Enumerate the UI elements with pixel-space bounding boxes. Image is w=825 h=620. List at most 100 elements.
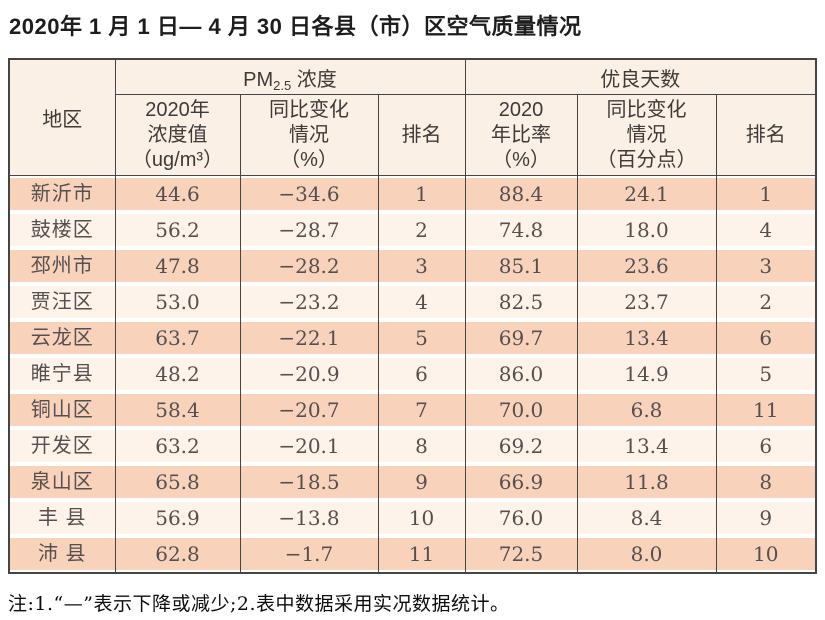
pm-value-cell: 53.0 (114, 284, 241, 320)
good-rank-header-label: 排名 (745, 123, 786, 146)
page-title: 2020年 1 月 1 日— 4 月 30 日各县（市）区空气质量情况 (9, 14, 582, 39)
pm-change-cell: −34.6 (239, 175, 379, 212)
footnote: 注:1.“—”表示下降或减少;2.表中数据采用实况数据统计。 (8, 593, 510, 615)
good-ratio-cell: 82.5 (464, 284, 578, 320)
region-cell: 邳州市 (8, 248, 116, 284)
pm-rank-cell: 4 (377, 284, 466, 320)
good-ratio-header-line1: 2020 (498, 98, 544, 121)
pm-rank-cell: 9 (377, 464, 466, 500)
good-ratio-cell: 69.7 (464, 320, 578, 356)
pm25-label-suffix: 浓度 (291, 68, 337, 91)
table-row: 沛 县 62.8 −1.7 11 72.5 8.0 10 (8, 536, 817, 573)
pm-change-cell: −1.7 (239, 536, 379, 573)
region-cell: 铜山区 (8, 392, 116, 428)
good-ratio-cell: 72.5 (464, 536, 578, 573)
pm-change-cell: −20.7 (239, 392, 379, 428)
pm-change-cell: −20.9 (239, 356, 379, 392)
air-quality-table: 地区 PM2.5 浓度 优良天数 2020年 浓度值 （ug/m³） 同比变化 … (8, 58, 818, 574)
good-change-header-line1: 同比变化 (606, 98, 687, 121)
good-change-cell: 23.7 (576, 284, 717, 320)
table-row: 贾汪区 53.0 −23.2 4 82.5 23.7 2 (8, 284, 817, 320)
pm-change-header-line3: （%） (280, 148, 338, 171)
good-change-header: 同比变化 情况 （百分点） (576, 94, 717, 176)
good-change-cell: 11.8 (576, 464, 717, 500)
pm-value-cell: 62.8 (114, 536, 241, 573)
good-rank-cell: 11 (715, 392, 817, 428)
good-rank-cell: 8 (715, 464, 817, 500)
pm-value-header-line3: （ug/m³） (131, 148, 224, 171)
good-ratio-cell: 74.8 (464, 212, 578, 248)
header-group-row: 地区 PM2.5 浓度 优良天数 (8, 58, 817, 176)
good-rank-cell: 5 (715, 356, 817, 392)
good-rank-cell: 3 (715, 248, 817, 284)
good-rank-cell: 10 (715, 536, 817, 573)
pm-rank-cell: 11 (377, 536, 466, 573)
good-days-label: 优良天数 (600, 68, 681, 91)
region-cell: 新沂市 (8, 175, 116, 212)
region-cell: 泉山区 (8, 464, 116, 500)
good-change-cell: 8.4 (576, 500, 717, 536)
good-rank-cell: 6 (715, 320, 817, 356)
good-ratio-header-line2: 年比率 (491, 123, 551, 146)
pm-value-cell: 56.9 (114, 500, 241, 536)
pm-change-cell: −13.8 (239, 500, 379, 536)
region-header-label: 地区 (42, 109, 83, 131)
pm-change-cell: −18.5 (239, 464, 379, 500)
region-cell: 贾汪区 (8, 284, 116, 320)
good-change-cell: 13.4 (576, 428, 717, 464)
good-ratio-cell: 76.0 (464, 500, 578, 536)
pm-rank-header-label: 排名 (401, 123, 442, 146)
table-row: 开发区 63.2 −20.1 8 69.2 13.4 6 (8, 428, 817, 464)
pm-value-cell: 63.2 (114, 428, 241, 464)
pm-value-header: 2020年 浓度值 （ug/m³） (114, 94, 241, 176)
table-row: 丰 县 56.9 −13.8 10 76.0 8.4 9 (8, 500, 817, 536)
pm-value-cell: 48.2 (114, 356, 241, 392)
pm-rank-cell: 6 (377, 356, 466, 392)
table-header: 地区 PM2.5 浓度 优良天数 2020年 浓度值 （ug/m³） 同比变化 … (8, 58, 817, 176)
table-row: 铜山区 58.4 −20.7 7 70.0 6.8 11 (8, 392, 817, 428)
good-ratio-cell: 70.0 (464, 392, 578, 428)
pm-change-cell: −28.2 (239, 248, 379, 284)
good-change-cell: 18.0 (576, 212, 717, 248)
pm-rank-cell: 10 (377, 500, 466, 536)
region-cell: 睢宁县 (8, 356, 116, 392)
pm-value-cell: 47.8 (114, 248, 241, 284)
table-row: 鼓楼区 56.2 −28.7 2 74.8 18.0 4 (8, 212, 817, 248)
pm-change-cell: −28.7 (239, 212, 379, 248)
pm-rank-cell: 7 (377, 392, 466, 428)
good-days-group-header: 优良天数 (464, 58, 817, 95)
good-change-header-line3: （百分点） (596, 148, 697, 171)
good-ratio-cell: 66.9 (464, 464, 578, 500)
pm-change-cell: −22.1 (239, 320, 379, 356)
pm-change-header-line1: 同比变化 (269, 98, 349, 121)
pm25-group-header: PM2.5 浓度 (114, 58, 466, 95)
good-ratio-cell: 86.0 (464, 356, 578, 392)
pm-value-header-line2: 浓度值 (147, 123, 208, 146)
pm-rank-cell: 1 (377, 175, 466, 212)
region-cell: 开发区 (8, 428, 116, 464)
pm25-subscript: 2.5 (273, 77, 292, 93)
good-rank-cell: 4 (715, 212, 817, 248)
table-row: 新沂市 44.6 −34.6 1 88.4 24.1 1 (8, 175, 817, 212)
region-cell: 丰 县 (8, 500, 116, 536)
good-change-cell: 8.0 (576, 536, 717, 573)
pm-value-cell: 44.6 (114, 175, 241, 212)
good-rank-cell: 6 (715, 428, 817, 464)
good-change-cell: 23.6 (576, 248, 717, 284)
table-row: 睢宁县 48.2 −20.9 6 86.0 14.9 5 (8, 356, 817, 392)
pm-change-header: 同比变化 情况 （%） (239, 94, 379, 176)
pm-value-cell: 58.4 (114, 392, 241, 428)
good-rank-cell: 2 (715, 284, 817, 320)
pm-rank-header: 排名 (377, 94, 466, 176)
pm-value-header-line1: 2020年 (145, 98, 210, 121)
good-ratio-header-line3: （%） (492, 148, 550, 171)
region-cell: 鼓楼区 (8, 212, 116, 248)
good-ratio-header: 2020 年比率 （%） (464, 94, 578, 176)
table-row: 云龙区 63.7 −22.1 5 69.7 13.4 6 (8, 320, 817, 356)
pm-change-cell: −23.2 (239, 284, 379, 320)
good-ratio-cell: 85.1 (464, 248, 578, 284)
table-body: 新沂市 44.6 −34.6 1 88.4 24.1 1 鼓楼区 56.2 −2… (8, 175, 817, 573)
good-rank-header: 排名 (715, 94, 817, 176)
pm-change-header-line2: 情况 (289, 123, 329, 146)
